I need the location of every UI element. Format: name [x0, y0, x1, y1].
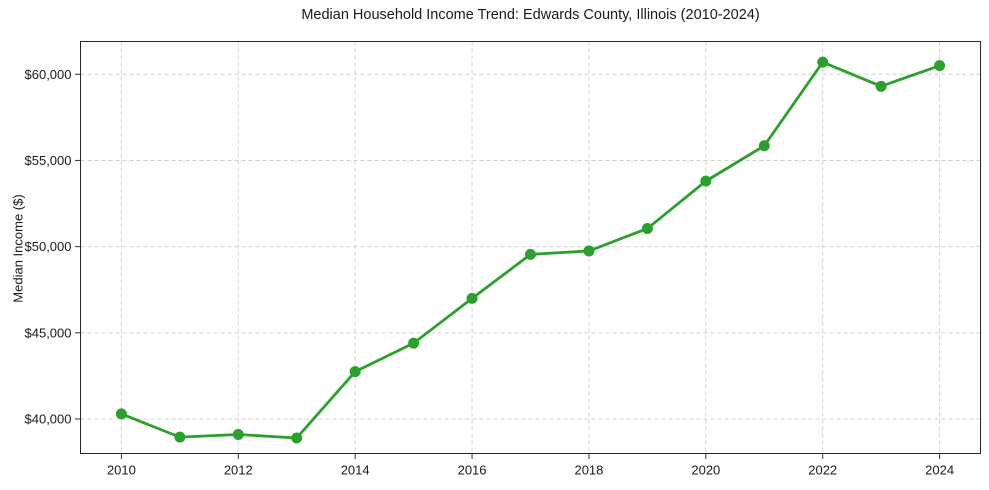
- data-point: [758, 140, 770, 152]
- data-point: [641, 223, 653, 235]
- plot-frame: [80, 41, 981, 454]
- data-point: [174, 431, 186, 443]
- data-point: [349, 366, 361, 378]
- data-point: [291, 432, 303, 444]
- y-tick-label: $60,000: [25, 67, 72, 82]
- data-point: [700, 175, 712, 187]
- data-point: [583, 245, 595, 257]
- axes-background: [80, 41, 981, 454]
- x-tick-label: 2018: [574, 463, 603, 478]
- data-point: [817, 56, 829, 68]
- x-tick-label: 2024: [925, 463, 954, 478]
- data-point: [875, 80, 887, 92]
- data-point: [115, 408, 127, 420]
- data-point: [525, 248, 536, 260]
- data-point: [408, 337, 420, 349]
- x-tick-label: 2010: [107, 463, 136, 478]
- x-tick-label: 2020: [691, 463, 720, 478]
- y-tick-label: $50,000: [25, 239, 72, 254]
- data-point: [934, 60, 946, 72]
- data-point: [466, 292, 478, 304]
- x-tick-label: 2014: [341, 463, 370, 478]
- x-tick-label: 2012: [224, 463, 253, 478]
- y-tick-label: $45,000: [25, 325, 72, 340]
- y-tick-label: $55,000: [25, 153, 72, 168]
- x-tick-label: 2016: [458, 463, 487, 478]
- y-tick-label: $40,000: [25, 412, 72, 427]
- x-tick-label: 2022: [808, 463, 837, 478]
- chart-title: Median Household Income Trend: Edwards C…: [301, 7, 760, 23]
- data-point: [232, 429, 244, 441]
